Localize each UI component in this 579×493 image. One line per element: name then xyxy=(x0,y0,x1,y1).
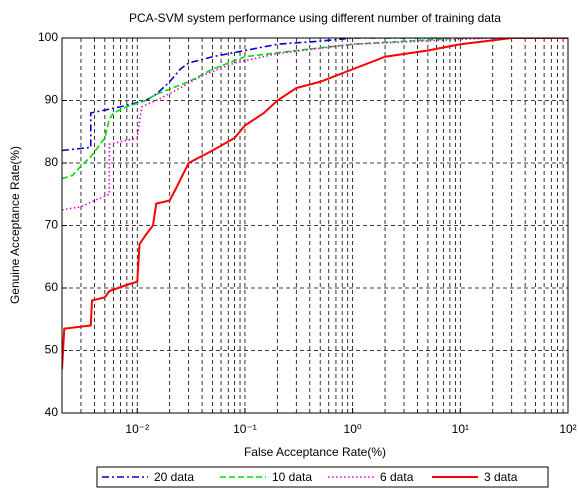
legend-label: 10 data xyxy=(272,470,312,484)
chart-title: PCA-SVM system performance using differe… xyxy=(129,11,501,25)
legend-label: 3 data xyxy=(484,470,518,484)
legend-label: 6 data xyxy=(380,470,414,484)
y-tick-label: 50 xyxy=(45,343,59,357)
x-tick-label: 10⁻¹ xyxy=(233,422,257,436)
series-line xyxy=(62,38,568,152)
y-tick-label: 70 xyxy=(45,218,59,232)
series-line xyxy=(62,38,568,370)
legend-box xyxy=(96,466,549,488)
series-line xyxy=(62,38,568,211)
x-tick-label: 10¹ xyxy=(452,422,469,436)
x-tick-label: 10² xyxy=(559,422,576,436)
x-tick-label: 10⁻² xyxy=(125,422,149,436)
x-axis-label: False Acceptance Rate(%) xyxy=(244,445,386,459)
y-tick-label: 80 xyxy=(45,155,59,169)
x-tick-label: 10⁰ xyxy=(344,422,362,436)
y-tick-label: 60 xyxy=(45,280,59,294)
y-axis-label: Genuine Acceptance Rate(%) xyxy=(8,146,22,304)
legend-label: 20 data xyxy=(154,470,194,484)
plot-frame xyxy=(61,37,569,414)
y-tick-label: 100 xyxy=(38,30,58,44)
y-tick-label: 90 xyxy=(45,93,59,107)
y-tick-label: 40 xyxy=(45,405,59,419)
